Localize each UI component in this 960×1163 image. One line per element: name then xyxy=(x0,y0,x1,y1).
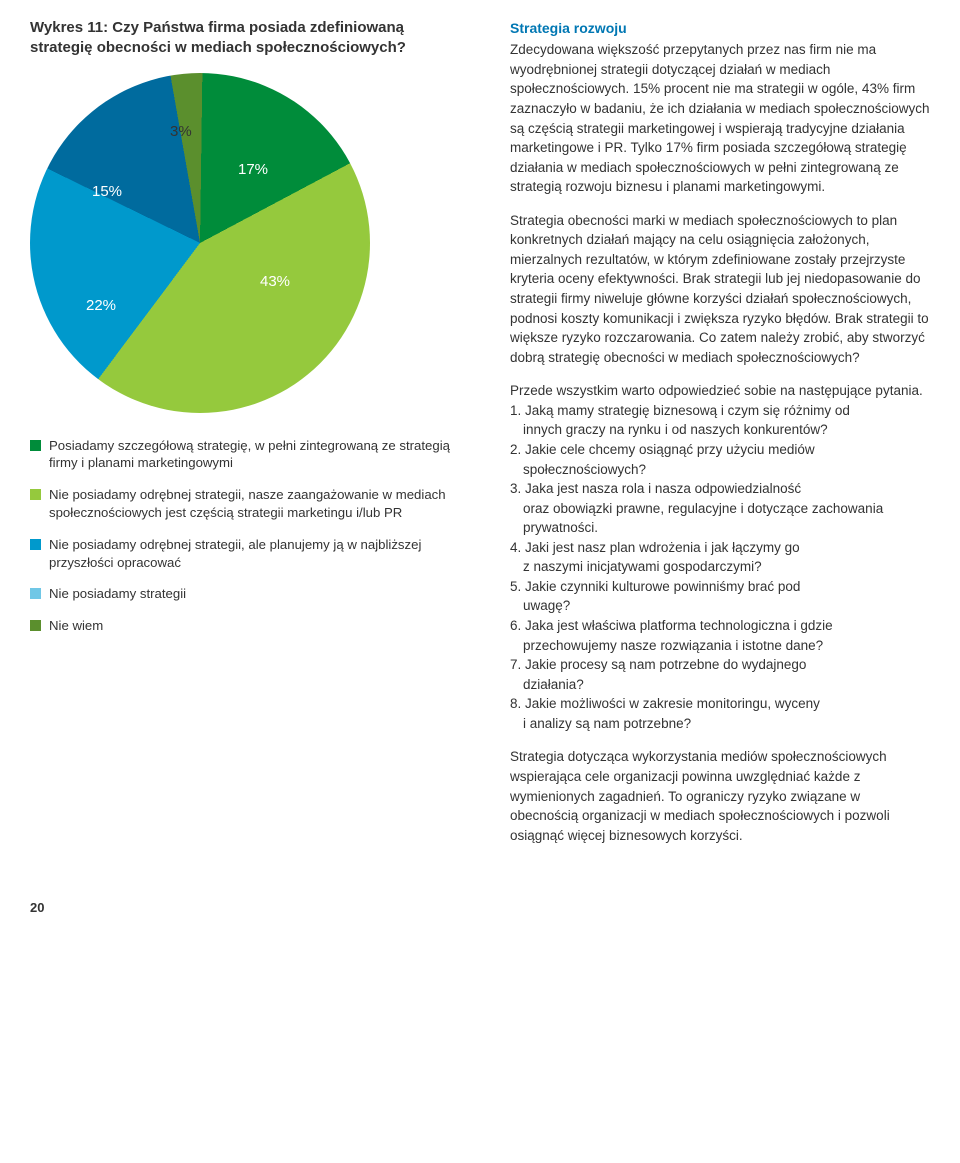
paragraph-4: Strategia dotycząca wykorzystania mediów… xyxy=(510,747,930,845)
question-6: 6. Jaka jest właściwa platforma technolo… xyxy=(510,616,930,655)
legend: Posiadamy szczegółową strategię, w pełni… xyxy=(30,437,470,636)
legend-text: Nie posiadamy odrębnej strategii, nasze … xyxy=(49,486,470,522)
paragraph-1: Zdecydowana większość przepytanych przez… xyxy=(510,40,930,197)
legend-swatch xyxy=(30,489,41,500)
pie-label-17: 17% xyxy=(238,159,268,181)
pie-label-22: 22% xyxy=(86,295,116,317)
chart-title: Wykres 11: Czy Państwa firma posiada zde… xyxy=(30,18,470,59)
legend-item: Nie posiadamy odrębnej strategii, ale pl… xyxy=(30,536,470,572)
legend-item: Nie wiem xyxy=(30,617,470,635)
section-heading: Strategia rozwoju xyxy=(510,18,930,38)
pie-chart: 3% 17% 43% 22% 15% xyxy=(30,73,370,413)
q-line: 1. Jaką mamy strategię biznesową i czym … xyxy=(510,401,930,421)
q-line: działania? xyxy=(510,675,930,695)
legend-swatch xyxy=(30,620,41,631)
page-container: Wykres 11: Czy Państwa firma posiada zde… xyxy=(30,18,930,859)
page-number: 20 xyxy=(30,899,930,918)
q-line: i analizy są nam potrzebne? xyxy=(510,714,930,734)
question-3: 3. Jaka jest nasza rola i nasza odpowied… xyxy=(510,479,930,538)
q-line: innych graczy na rynku i od naszych konk… xyxy=(510,420,930,440)
questions-intro: Przede wszystkim warto odpowiedzieć sobi… xyxy=(510,381,930,401)
legend-text: Posiadamy szczegółową strategię, w pełni… xyxy=(49,437,470,473)
pie-graphic xyxy=(30,73,370,413)
question-4: 4. Jaki jest nasz plan wdrożenia i jak ł… xyxy=(510,538,930,577)
pie-label-15: 15% xyxy=(92,181,122,203)
question-1: 1. Jaką mamy strategię biznesową i czym … xyxy=(510,401,930,440)
q-line: 4. Jaki jest nasz plan wdrożenia i jak ł… xyxy=(510,538,930,558)
question-2: 2. Jakie cele chcemy osiągnąć przy użyci… xyxy=(510,440,930,479)
q-line: społecznościowych? xyxy=(510,460,930,480)
left-column: Wykres 11: Czy Państwa firma posiada zde… xyxy=(30,18,470,859)
q-line: przechowujemy nasze rozwiązania i istotn… xyxy=(510,636,930,656)
legend-swatch xyxy=(30,440,41,451)
legend-swatch xyxy=(30,588,41,599)
legend-item: Nie posiadamy odrębnej strategii, nasze … xyxy=(30,486,470,522)
legend-item: Nie posiadamy strategii xyxy=(30,585,470,603)
legend-item: Posiadamy szczegółową strategię, w pełni… xyxy=(30,437,470,473)
q-line: 6. Jaka jest właściwa platforma technolo… xyxy=(510,616,930,636)
q-line: oraz obowiązki prawne, regulacyjne i dot… xyxy=(510,499,930,538)
question-8: 8. Jakie możliwości w zakresie monitorin… xyxy=(510,694,930,733)
q-line: 2. Jakie cele chcemy osiągnąć przy użyci… xyxy=(510,440,930,460)
legend-text: Nie posiadamy strategii xyxy=(49,585,186,603)
q-line: 3. Jaka jest nasza rola i nasza odpowied… xyxy=(510,479,930,499)
pie-label-3: 3% xyxy=(170,121,192,143)
legend-swatch xyxy=(30,539,41,550)
question-5: 5. Jakie czynniki kulturowe powinniśmy b… xyxy=(510,577,930,616)
q-line: 8. Jakie możliwości w zakresie monitorin… xyxy=(510,694,930,714)
pie-label-43: 43% xyxy=(260,271,290,293)
q-line: z naszymi inicjatywami gospodarczymi? xyxy=(510,557,930,577)
q-line: 7. Jakie procesy są nam potrzebne do wyd… xyxy=(510,655,930,675)
right-column: Strategia rozwoju Zdecydowana większość … xyxy=(510,18,930,859)
legend-text: Nie posiadamy odrębnej strategii, ale pl… xyxy=(49,536,470,572)
q-line: 5. Jakie czynniki kulturowe powinniśmy b… xyxy=(510,577,930,597)
q-line: uwagę? xyxy=(510,596,930,616)
legend-text: Nie wiem xyxy=(49,617,103,635)
paragraph-2: Strategia obecności marki w mediach społ… xyxy=(510,211,930,368)
question-7: 7. Jakie procesy są nam potrzebne do wyd… xyxy=(510,655,930,694)
